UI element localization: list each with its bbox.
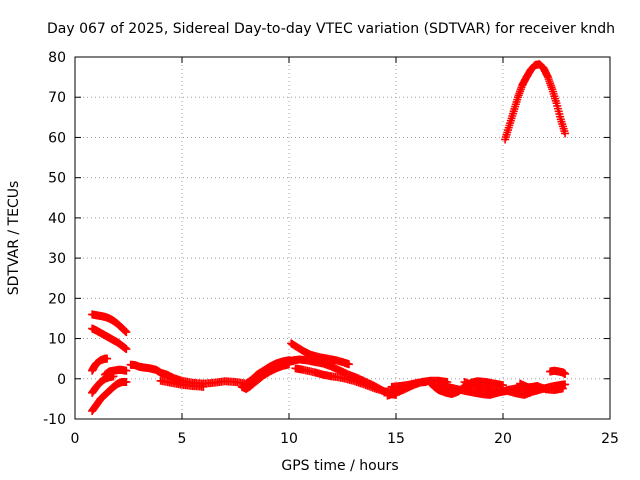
y-tick-label: 40 bbox=[48, 211, 66, 227]
series-track-t bbox=[501, 60, 569, 143]
series-track-l bbox=[291, 364, 400, 395]
chart-title: Day 067 of 2025, Sidereal Day-to-day VTE… bbox=[47, 21, 615, 37]
series-track-f bbox=[88, 378, 130, 415]
y-tick-label: -10 bbox=[43, 412, 66, 428]
x-tick-label: 10 bbox=[280, 431, 298, 447]
y-tick-label: 0 bbox=[57, 372, 66, 388]
x-tick-label: 20 bbox=[494, 431, 512, 447]
y-tick-label: 60 bbox=[48, 130, 66, 146]
y-tick-label: 20 bbox=[48, 291, 66, 307]
x-axis-label: GPS time / hours bbox=[281, 458, 398, 474]
x-tick-label: 0 bbox=[71, 431, 80, 447]
y-tick-label: 50 bbox=[48, 171, 66, 187]
y-tick-label: 70 bbox=[48, 90, 66, 106]
chart: Day 067 of 2025, Sidereal Day-to-day VTE… bbox=[0, 0, 640, 480]
y-tick-label: 30 bbox=[48, 251, 66, 267]
y-axis-label: SDTVAR / TECUs bbox=[6, 181, 22, 296]
series-track-i bbox=[238, 360, 293, 393]
x-tick-label: 25 bbox=[601, 431, 619, 447]
y-tick-label: 80 bbox=[48, 50, 66, 66]
x-tick-label: 5 bbox=[178, 431, 187, 447]
series-track-s bbox=[546, 367, 569, 378]
data-points bbox=[88, 60, 569, 415]
x-tick-label: 15 bbox=[387, 431, 405, 447]
y-tick-label: 10 bbox=[48, 332, 66, 348]
